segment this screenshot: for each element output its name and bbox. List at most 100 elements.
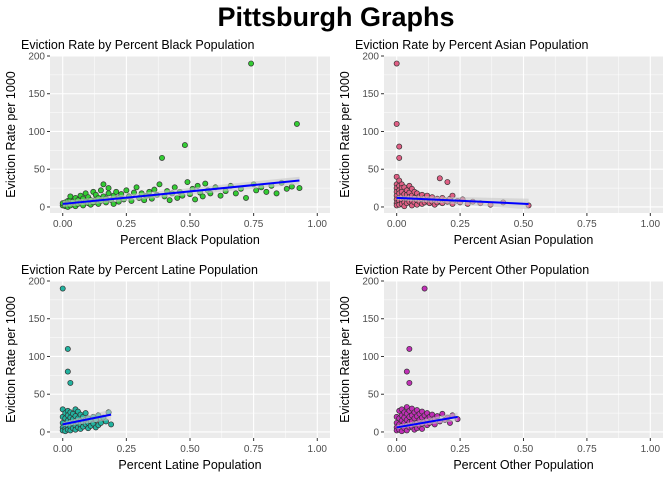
data-point xyxy=(419,425,425,432)
y-tick-label: 200 xyxy=(362,277,379,288)
x-tick-label: 0.25 xyxy=(117,219,137,230)
data-point xyxy=(67,379,74,386)
y-axis-label: Eviction Rate per 1000 xyxy=(4,296,18,423)
data-point xyxy=(403,368,410,375)
data-point xyxy=(59,285,66,292)
data-point xyxy=(105,185,112,192)
trend-line xyxy=(62,413,112,426)
data-point xyxy=(217,192,224,199)
x-axis-label: Percent Other Population xyxy=(453,458,593,472)
y-tick-label: 200 xyxy=(28,277,45,288)
trend-line xyxy=(396,196,529,205)
data-point xyxy=(396,143,403,150)
x-tick-label: 0.25 xyxy=(450,444,470,455)
x-tick-label: 1.00 xyxy=(641,444,661,455)
panel-title: Eviction Rate by Percent Other Populatio… xyxy=(355,263,589,277)
y-tick-label: 200 xyxy=(28,52,45,63)
chart-panel-3: 0.00 0.25 0.50 0.75 1.00050100150200Eviction… xyxy=(4,263,330,472)
trend-line xyxy=(396,415,458,429)
data-point xyxy=(406,379,413,386)
data-point xyxy=(67,193,74,200)
y-tick-label: 0 xyxy=(39,427,45,438)
data-point xyxy=(64,345,71,352)
data-point xyxy=(181,142,188,149)
panel-title: Eviction Rate by Percent Latine Populati… xyxy=(21,263,258,277)
y-axis-label: Eviction Rate per 1000 xyxy=(338,296,352,423)
y-tick-label: 150 xyxy=(28,314,45,325)
data-point xyxy=(166,197,173,204)
chart-panel-1: 0.00 0.25 0.50 0.75 1.00 0 50 100 150 200Eviction… xyxy=(4,38,330,247)
data-point xyxy=(396,154,403,161)
y-tick-label: 150 xyxy=(362,89,379,100)
data-point xyxy=(248,60,255,67)
data-point xyxy=(100,181,107,188)
data-point xyxy=(283,185,290,192)
x-axis-label: Percent Black Population xyxy=(120,233,260,247)
y-tick-label: 50 xyxy=(34,165,46,176)
data-point xyxy=(82,410,89,417)
y-tick-label: 100 xyxy=(28,127,45,138)
data-point xyxy=(436,175,443,182)
y-tick-label: 50 xyxy=(34,390,46,401)
data-point xyxy=(192,196,199,203)
y-axis-label: Eviction Rate per 1000 xyxy=(338,71,352,198)
data-point xyxy=(156,181,163,188)
data-point xyxy=(406,345,413,352)
data-point xyxy=(273,190,280,197)
y-tick-label: 100 xyxy=(362,352,379,363)
x-tick-label: 0.00 xyxy=(387,219,407,230)
data-point xyxy=(444,179,451,186)
x-tick-label: 0.25 xyxy=(117,444,137,455)
y-tick-label: 0 xyxy=(39,202,45,213)
data-point xyxy=(64,368,71,375)
x-tick-label: 0.75 xyxy=(244,219,264,230)
data-point xyxy=(263,188,270,195)
data-point xyxy=(296,185,303,192)
x-tick-label: 1.00 xyxy=(641,219,661,230)
x-tick-label: 0.75 xyxy=(244,444,264,455)
data-point xyxy=(108,421,115,428)
y-tick-label: 50 xyxy=(368,390,380,401)
y-tick-label: 100 xyxy=(28,352,45,363)
data-point xyxy=(202,180,209,187)
chart-panel-2: 0.00 0.25 0.50 0.75 1.00050100150200Eviction… xyxy=(338,38,663,247)
data-point xyxy=(97,187,104,194)
data-point xyxy=(393,60,400,67)
data-point xyxy=(184,179,191,186)
data-point xyxy=(293,120,300,127)
y-tick-label: 0 xyxy=(373,427,379,438)
x-tick-label: 0.00 xyxy=(387,444,407,455)
page-title: Pittsburgh Graphs xyxy=(217,2,455,32)
data-point xyxy=(171,184,178,191)
x-tick-label: 0.50 xyxy=(180,444,200,455)
data-point xyxy=(421,285,428,292)
y-tick-label: 200 xyxy=(362,52,379,63)
x-tick-label: 0.75 xyxy=(577,444,597,455)
data-point xyxy=(133,184,140,191)
x-tick-label: 0.50 xyxy=(514,219,534,230)
y-tick-label: 0 xyxy=(373,202,379,213)
data-point xyxy=(105,190,112,197)
data-point xyxy=(113,188,120,195)
y-tick-label: 50 xyxy=(368,165,380,176)
trend-line xyxy=(62,179,300,205)
data-point xyxy=(393,120,400,127)
data-point xyxy=(232,190,239,197)
x-tick-label: 0.25 xyxy=(450,219,470,230)
x-axis-label: Percent Asian Population xyxy=(454,233,594,247)
x-tick-label: 1.00 xyxy=(308,444,328,455)
x-tick-label: 1.00 xyxy=(308,219,328,230)
data-point xyxy=(243,194,249,201)
y-tick-label: 150 xyxy=(362,314,379,325)
panel-title: Eviction Rate by Percent Black Populatio… xyxy=(21,38,255,52)
y-tick-label: 150 xyxy=(28,89,45,100)
x-tick-label: 0.50 xyxy=(514,444,534,455)
x-tick-label: 0.00 xyxy=(53,444,73,455)
data-point xyxy=(199,193,206,200)
panel-title: Eviction Rate by Percent Asian Populatio… xyxy=(355,38,589,52)
x-axis-label: Percent Latine Population xyxy=(118,458,261,472)
data-point xyxy=(159,154,165,161)
x-tick-label: 0.50 xyxy=(180,219,200,230)
x-tick-label: 0.00 xyxy=(53,219,73,230)
